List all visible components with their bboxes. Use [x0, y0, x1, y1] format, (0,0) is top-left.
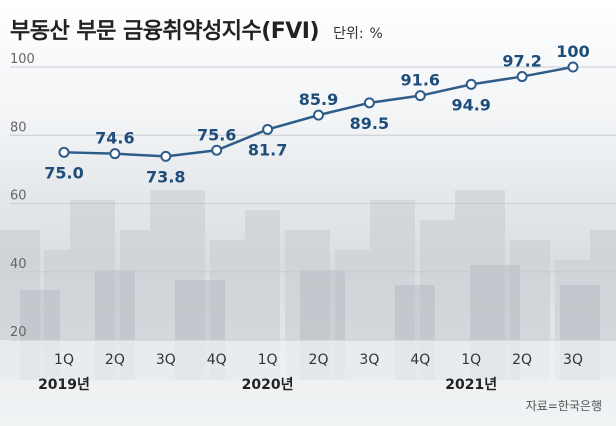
- y-tick-label: 80: [10, 120, 27, 135]
- data-label: 91.6: [401, 71, 440, 90]
- y-tick-label: 20: [10, 325, 27, 340]
- data-label: 73.8: [146, 167, 185, 186]
- y-tick-label: 40: [10, 257, 27, 272]
- year-label: 2021년: [445, 377, 497, 393]
- data-label: 81.7: [248, 140, 287, 159]
- data-point: [262, 123, 274, 135]
- y-tick-label: 60: [10, 189, 27, 204]
- data-label: 74.6: [95, 129, 134, 148]
- source-note: 자료=한국은행: [525, 399, 602, 413]
- x-tick-label: 3Q: [156, 352, 176, 368]
- data-point: [58, 146, 70, 158]
- unit-label: 단위:: [333, 26, 364, 42]
- x-tick-label: 1Q: [258, 352, 278, 368]
- data-label: 94.9: [451, 95, 490, 114]
- data-label: 75.6: [197, 125, 236, 144]
- data-label: 89.5: [350, 114, 389, 133]
- data-point: [160, 150, 172, 162]
- data-label: 97.2: [502, 52, 541, 71]
- data-label: 85.9: [299, 90, 338, 109]
- data-point: [516, 71, 528, 83]
- data-label: 100: [556, 42, 589, 61]
- y-tick-label: 100: [10, 52, 35, 67]
- x-tick-label: 2Q: [105, 352, 125, 368]
- title-row: 부동산 부문 금융취약성지수(FVI) 단위: %: [10, 13, 383, 45]
- x-tick-label: 1Q: [461, 352, 481, 368]
- x-tick-label: 2Q: [309, 352, 329, 368]
- data-point: [109, 148, 121, 160]
- data-point: [363, 97, 375, 109]
- x-tick-label: 2Q: [512, 352, 532, 368]
- data-point: [414, 90, 426, 102]
- data-point: [465, 78, 477, 90]
- data-point: [567, 61, 579, 73]
- x-tick-label: 4Q: [207, 352, 227, 368]
- data-point: [211, 144, 223, 156]
- chart-title: 부동산 부문 금융취약성지수(FVI): [10, 19, 320, 44]
- unit-value: %: [369, 26, 383, 42]
- year-label: 2020년: [242, 377, 294, 393]
- year-label: 2019년: [38, 377, 90, 393]
- x-tick-label: 1Q: [54, 352, 74, 368]
- x-tick-label: 3Q: [563, 352, 583, 368]
- data-point: [313, 109, 324, 121]
- x-tick-label: 4Q: [410, 352, 430, 368]
- data-label: 75.0: [44, 163, 83, 182]
- x-tick-label: 3Q: [359, 352, 379, 368]
